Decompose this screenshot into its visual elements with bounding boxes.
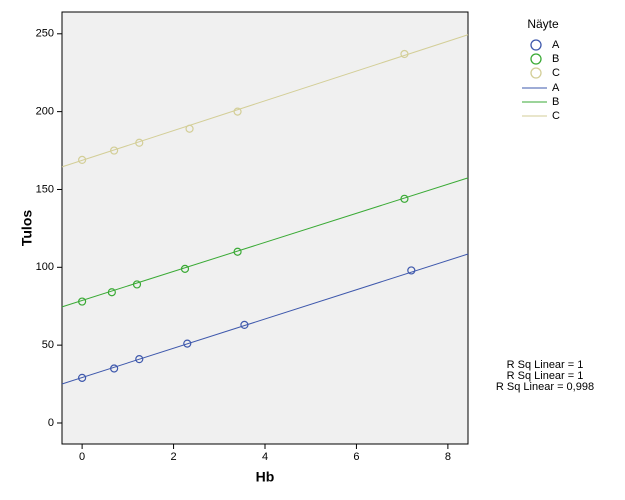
point — [185, 124, 194, 133]
y-tick-label: 50 — [42, 339, 54, 351]
fit-line — [61, 177, 469, 308]
legend-label: A — [552, 39, 560, 51]
point — [400, 49, 409, 59]
point — [183, 339, 192, 348]
x-axis-title: Hb — [256, 469, 275, 485]
point — [400, 194, 409, 203]
point — [135, 355, 144, 364]
legend-title: Näyte — [527, 17, 559, 31]
point — [233, 107, 242, 116]
point — [240, 320, 249, 330]
y-tick-label: 200 — [36, 106, 54, 118]
point — [110, 364, 119, 373]
point — [135, 138, 144, 147]
fit-line — [61, 34, 469, 168]
legend-marker — [530, 53, 542, 65]
legend-label: B — [552, 96, 559, 108]
point — [180, 264, 190, 273]
y-tick-label: 150 — [36, 183, 54, 195]
point — [233, 247, 242, 256]
legend-label: A — [552, 82, 560, 94]
point — [78, 373, 87, 382]
x-tick-label: 0 — [79, 451, 85, 463]
plot-area — [61, 11, 469, 445]
legend-label: C — [552, 67, 560, 79]
y-axis-title: Tulos — [19, 210, 35, 247]
annotation: R Sq Linear = 1 — [507, 359, 584, 371]
fit-line — [61, 253, 469, 385]
x-tick-label: 6 — [353, 451, 359, 463]
point — [407, 266, 416, 275]
point — [132, 280, 142, 289]
point — [78, 155, 87, 164]
legend-label: B — [552, 53, 559, 65]
y-tick-label: 0 — [48, 417, 54, 429]
y-tick-label: 100 — [36, 261, 54, 273]
annotation: R Sq Linear = 0,998 — [496, 381, 594, 393]
x-tick-label: 4 — [262, 451, 268, 463]
point — [107, 288, 116, 297]
y-tick-label: 250 — [36, 28, 54, 40]
legend-marker — [530, 67, 542, 79]
point — [110, 146, 119, 155]
point — [78, 297, 87, 306]
legend-marker — [530, 39, 542, 51]
legend-label: C — [552, 110, 560, 122]
x-tick-label: 8 — [445, 451, 451, 463]
annotation: R Sq Linear = 1 — [507, 370, 584, 382]
x-tick-label: 2 — [170, 451, 176, 463]
